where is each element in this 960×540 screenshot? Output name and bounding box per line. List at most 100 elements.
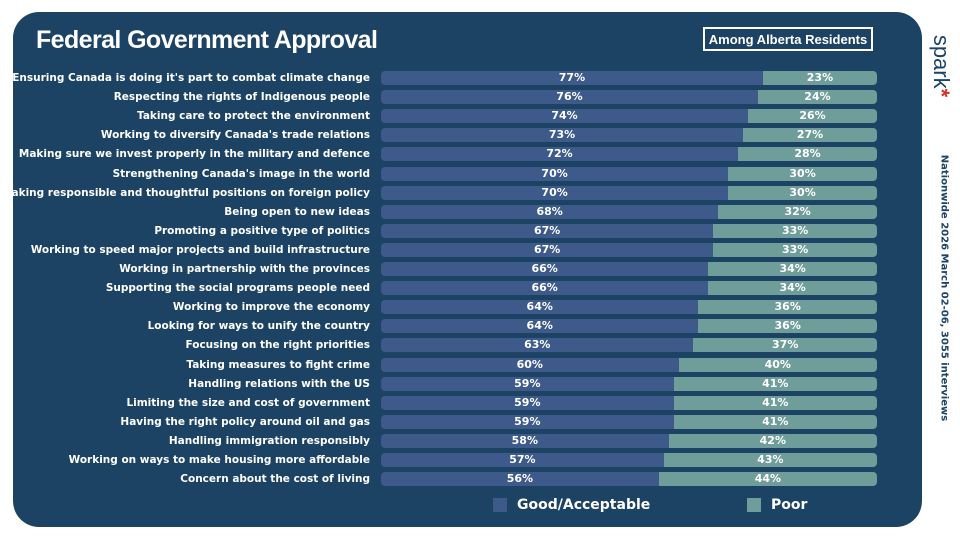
bar-good: 77% — [381, 71, 763, 85]
category-label: Making sure we invest properly in the mi… — [18, 148, 370, 161]
category-label: Having the right policy around oil and g… — [120, 415, 370, 428]
bar-row: 73% 27% — [381, 128, 877, 143]
bar-row: 70% 30% — [381, 166, 877, 181]
bar-good: 73% — [381, 128, 744, 143]
bar-good: 70% — [381, 185, 729, 200]
bar-poor: 42% — [668, 433, 877, 448]
bar-poor: 36% — [698, 300, 877, 315]
bar-good: 59% — [381, 414, 674, 429]
bar-good: 64% — [381, 300, 699, 315]
bar-poor: 37% — [693, 338, 877, 353]
bar-row: 59% 41% — [381, 376, 877, 391]
category-label: Respecting the rights of Indigenous peop… — [113, 91, 370, 104]
category-label: Working on ways to make housing more aff… — [68, 454, 370, 466]
bar-good: 60% — [381, 357, 679, 372]
bar-row: 76% 24% — [381, 90, 877, 105]
category-label: Handling relations with the US — [188, 377, 370, 390]
bar-row: 56% 44% — [381, 472, 877, 487]
bar-poor: 44% — [658, 472, 877, 487]
category-label: Taking measures to fight crime — [186, 358, 370, 371]
bar-row: 58% 42% — [381, 433, 877, 448]
bar-row: 77% 23% — [381, 71, 877, 85]
bar-good: 59% — [381, 376, 674, 391]
bar-good: 70% — [381, 166, 729, 181]
bar-poor: 27% — [743, 128, 877, 143]
bar-poor: 32% — [718, 204, 877, 219]
category-label: Concern about the cost of living — [180, 473, 370, 486]
category-label: Handling immigration responsibly — [168, 434, 370, 447]
category-label: Working in partnership with the province… — [119, 263, 370, 275]
bar-good: 58% — [381, 433, 669, 448]
bar-poor: 33% — [713, 223, 877, 238]
category-label: Working to speed major projects and buil… — [30, 243, 370, 256]
category-label: Strengthening Canada's image in the worl… — [112, 167, 370, 180]
bar-good: 76% — [381, 90, 758, 105]
bar-good: 64% — [381, 319, 699, 334]
bar-row: 60% 40% — [381, 357, 877, 372]
legend-poor: Poor — [747, 497, 807, 513]
bar-good: 56% — [381, 472, 659, 487]
bar-poor: 41% — [673, 395, 877, 410]
category-label: Taking responsible and thoughtful positi… — [5, 186, 370, 199]
bar-row: 57% 43% — [381, 453, 877, 467]
bar-poor: 26% — [748, 109, 877, 124]
category-label: Supporting the social programs people ne… — [105, 282, 370, 295]
category-label: Limiting the size and cost of government — [126, 396, 370, 409]
bar-poor: 40% — [678, 357, 877, 372]
bar-good: 59% — [381, 395, 674, 410]
legend-label-good: Good/Acceptable — [517, 497, 651, 513]
legend-good: Good/Acceptable — [493, 497, 650, 513]
bar-good: 67% — [381, 223, 714, 238]
bar-row: 72% 28% — [381, 147, 877, 162]
category-label: Looking for ways to unify the country — [147, 320, 370, 333]
logo-text: spark — [929, 34, 954, 89]
bar-row: 64% 36% — [381, 300, 877, 315]
legend-swatch-poor — [747, 498, 761, 512]
category-label: Promoting a positive type of politics — [154, 224, 370, 237]
subset-badge: Among Alberta Residents — [703, 27, 873, 51]
bar-row: 66% 34% — [381, 281, 877, 296]
bar-good: 66% — [381, 262, 709, 276]
bar-poor: 41% — [673, 414, 877, 429]
bar-row: 59% 41% — [381, 414, 877, 429]
bar-row: 67% 33% — [381, 223, 877, 238]
bar-row: 59% 41% — [381, 395, 877, 410]
logo-star: * — [929, 88, 954, 98]
bar-row: 63% 37% — [381, 338, 877, 353]
bar-row: 64% 36% — [381, 319, 877, 334]
bar-good: 57% — [381, 453, 664, 467]
category-label: Working to improve the economy — [172, 301, 370, 314]
bar-poor: 30% — [728, 185, 877, 200]
bar-poor: 34% — [708, 281, 877, 296]
bar-good: 67% — [381, 242, 714, 257]
bar-poor: 41% — [673, 376, 877, 391]
bar-row: 66% 34% — [381, 262, 877, 276]
bar-poor: 34% — [708, 262, 877, 276]
bar-good: 74% — [381, 109, 749, 124]
bar-poor: 33% — [713, 242, 877, 257]
bar-row: 68% 32% — [381, 204, 877, 219]
bar-good: 63% — [381, 338, 694, 353]
bar-poor: 43% — [663, 453, 877, 467]
bar-good: 72% — [381, 147, 739, 162]
category-label: Taking care to protect the environment — [137, 110, 370, 123]
bar-poor: 28% — [738, 147, 877, 162]
bar-poor: 24% — [757, 90, 877, 105]
legend-swatch-good — [493, 498, 507, 512]
bar-poor: 36% — [698, 319, 877, 334]
spark-logo: spark* — [928, 35, 954, 97]
bar-good: 68% — [381, 204, 719, 219]
bar-good: 66% — [381, 281, 709, 296]
bar-poor: 30% — [728, 166, 877, 181]
methodology-note: Nationwide 2026 March 02-06, 3055 interv… — [938, 154, 950, 422]
bar-poor: 23% — [762, 71, 877, 85]
bar-row: 67% 33% — [381, 242, 877, 257]
bar-row: 70% 30% — [381, 185, 877, 200]
legend-label-poor: Poor — [771, 497, 808, 513]
chart-title: Federal Government Approval — [36, 26, 378, 54]
category-label: Working to diversify Canada's trade rela… — [100, 129, 370, 142]
category-label: Focusing on the right priorities — [185, 339, 371, 352]
category-label: Being open to new ideas — [224, 205, 370, 218]
bar-row: 74% 26% — [381, 109, 877, 124]
category-label: Ensuring Canada is doing it's part to co… — [12, 72, 370, 84]
